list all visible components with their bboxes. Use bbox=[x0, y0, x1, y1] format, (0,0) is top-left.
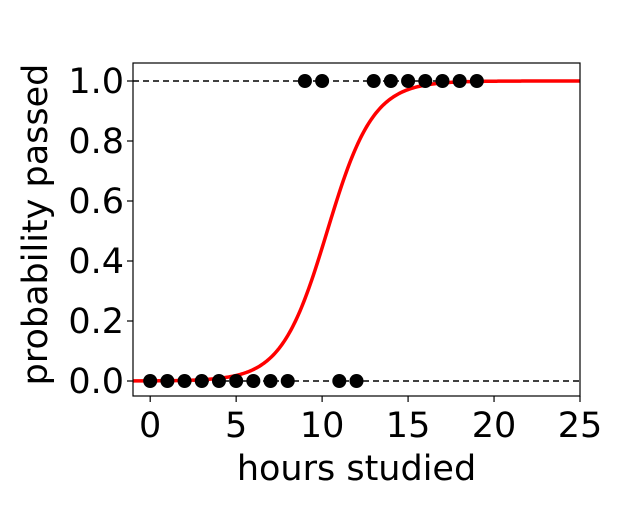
plot-frame bbox=[132, 62, 581, 397]
y-axis-ticks: 0.0 0.2 0.4 0.6 0.8 1.0 bbox=[68, 62, 133, 402]
data-point bbox=[177, 374, 192, 388]
data-point bbox=[452, 74, 467, 88]
y-tick-label: 0.4 bbox=[68, 242, 124, 282]
data-point bbox=[435, 74, 450, 88]
data-point bbox=[383, 74, 398, 88]
x-tick-label: 5 bbox=[225, 406, 247, 446]
y-tick-label: 0.8 bbox=[68, 122, 124, 162]
x-tick-label: 0 bbox=[139, 406, 161, 446]
y-tick-label: 0.6 bbox=[68, 182, 124, 222]
data-point bbox=[297, 74, 312, 88]
x-axis-label: hours studied bbox=[237, 449, 476, 489]
reference-lines bbox=[133, 80, 580, 382]
data-point bbox=[332, 374, 347, 388]
y-tick-label: 0.2 bbox=[68, 302, 124, 342]
x-tick-label: 20 bbox=[472, 406, 517, 446]
x-axis-ticks: 0 5 10 15 20 25 bbox=[139, 396, 602, 446]
data-point bbox=[211, 374, 226, 388]
data-point bbox=[194, 374, 209, 388]
data-point bbox=[366, 74, 381, 88]
data-point bbox=[246, 374, 261, 388]
x-tick-label: 15 bbox=[386, 406, 431, 446]
data-point bbox=[349, 374, 364, 388]
data-point bbox=[315, 74, 330, 88]
data-point bbox=[418, 74, 433, 88]
data-points bbox=[143, 74, 484, 388]
y-tick-label: 1.0 bbox=[68, 62, 124, 102]
logistic-fit-curve bbox=[132, 79, 581, 383]
y-axis-label: probability passed bbox=[16, 64, 56, 386]
data-point bbox=[469, 74, 484, 88]
data-point bbox=[143, 374, 158, 388]
fit-curve-layer bbox=[132, 79, 581, 383]
data-point bbox=[229, 374, 244, 388]
data-point bbox=[401, 74, 416, 88]
data-point bbox=[280, 374, 295, 388]
x-tick-label: 10 bbox=[300, 406, 345, 446]
x-tick-label: 25 bbox=[558, 406, 603, 446]
y-tick-label: 0.0 bbox=[68, 362, 124, 402]
data-point bbox=[263, 374, 278, 388]
data-point bbox=[160, 374, 175, 388]
